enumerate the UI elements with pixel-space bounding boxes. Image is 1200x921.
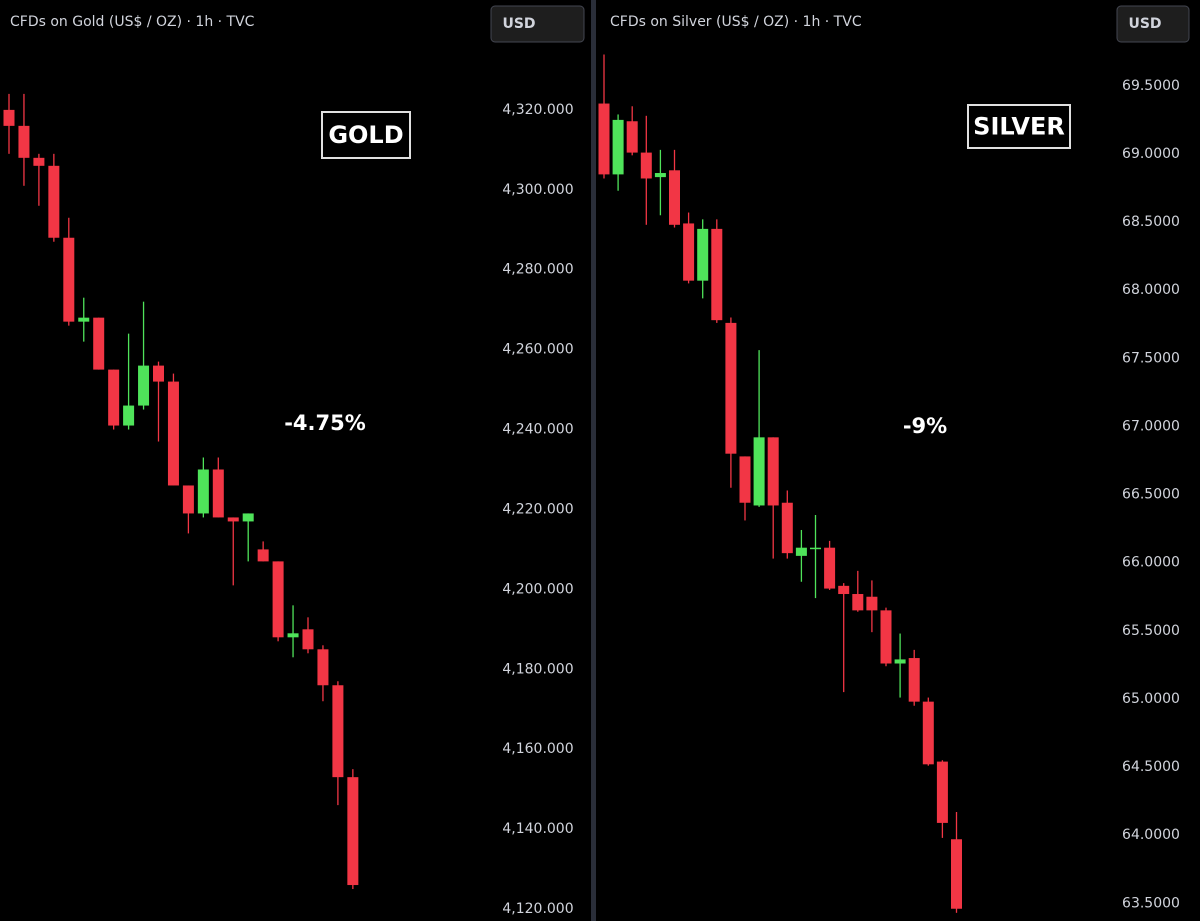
candle-body [725,322,737,454]
annotation-box [321,111,411,159]
candle-body [936,761,948,823]
candle-body [711,228,723,321]
candle-body [908,658,920,702]
divider [591,0,596,921]
candle-body [18,125,30,158]
annotation-box [967,104,1071,149]
y-tick-label: 66.5000 [1122,487,1180,503]
candle-body [767,437,779,506]
candle-body [48,165,60,238]
candle-body [880,610,892,664]
candle-body [3,109,15,126]
y-tick-label: 64.5000 [1122,759,1180,775]
candle-body [852,594,864,611]
annotation-label: GOLD [328,121,403,149]
change-label: -9% [903,414,947,438]
currency-label: USD [1128,16,1161,32]
candle-body [951,839,962,909]
chart-title: CFDs on Silver (US$ / OZ) · 1h · TVC [610,14,862,30]
y-tick-label: 68.5000 [1122,214,1180,230]
candle-body [640,152,652,179]
candle-body [33,157,45,166]
y-tick-label: 4,200.000 [502,581,573,597]
y-tick-label: 4,220.000 [502,501,573,517]
candle-body [167,381,179,486]
candle-body [257,549,269,562]
candle-body [697,228,709,281]
candle-body [922,701,934,765]
candle-body [598,103,610,175]
candle-body [302,629,314,650]
candle-body [669,170,680,225]
candle-body [227,517,239,522]
candle-body [287,633,299,638]
y-tick-label: 67.5000 [1122,350,1180,366]
candle-body [683,223,695,281]
candle-body [753,437,765,506]
candle-body [795,547,807,556]
y-tick-label: 4,300.000 [502,182,573,198]
candle-body [838,585,850,595]
y-tick-label: 4,180.000 [502,661,573,677]
y-tick-label: 4,320.000 [502,102,573,118]
y-tick-label: 65.5000 [1122,623,1180,639]
candle-body [626,121,638,153]
y-tick-label: 4,240.000 [502,422,573,438]
y-tick-label: 64.0000 [1122,827,1180,843]
candle-body [93,317,105,370]
candle-body [781,502,793,554]
candle-body [108,369,120,426]
candle-body [138,365,150,406]
candle-body [810,547,821,550]
change-label: -4.75% [284,411,366,435]
y-tick-label: 69.5000 [1122,78,1180,94]
currency-button[interactable] [490,5,585,43]
y-tick-label: 66.0000 [1122,555,1180,571]
y-tick-label: 4,160.000 [502,741,573,757]
candle-body [242,513,254,522]
candle-body [182,485,194,514]
y-tick-label: 67.0000 [1122,418,1180,434]
candle-body [197,469,209,514]
candle-body [894,659,906,664]
y-tick-label: 65.0000 [1122,691,1180,707]
candle-body [317,649,329,686]
annotation-label: SILVER [973,113,1065,141]
candle-body [63,237,75,322]
candle-body [654,173,666,178]
y-tick-label: 68.0000 [1122,282,1180,298]
y-tick-label: 4,280.000 [502,262,573,278]
candle-body [739,456,751,503]
candle-body [78,317,90,322]
y-tick-label: 63.5000 [1122,895,1180,911]
candle-body [347,777,359,886]
currency-button[interactable] [1116,5,1190,43]
y-tick-label: 4,120.000 [502,901,573,917]
candle-body [824,547,836,589]
chart-title: CFDs on Gold (US$ / OZ) · 1h · TVC [10,14,255,30]
candle-body [612,119,624,175]
y-tick-label: 69.0000 [1122,146,1180,162]
y-tick-label: 4,260.000 [502,342,573,358]
candle-body [866,596,878,611]
y-tick-label: 4,140.000 [502,821,573,837]
candle-body [272,561,284,638]
candle-body [123,405,135,426]
candle-body [332,685,344,778]
currency-label: USD [502,16,535,32]
candle-body [153,365,164,382]
candle-body [212,469,224,518]
